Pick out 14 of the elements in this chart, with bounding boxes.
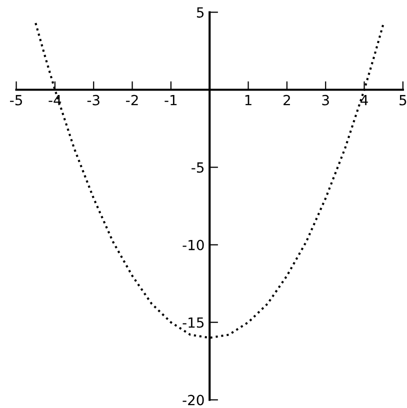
y-tick-label: -15 <box>182 317 204 328</box>
y-tick-label: -10 <box>182 240 204 250</box>
x-tick-label: 5 <box>400 95 406 106</box>
x-tick-label: 3 <box>322 94 329 106</box>
x-tick-label: -3 <box>87 94 100 106</box>
x-tick-label: -2 <box>126 94 138 106</box>
x-tick-label: -1 <box>164 95 177 106</box>
x-tick-label: 2 <box>284 94 290 106</box>
y-tick-label: -5 <box>192 162 204 173</box>
y-tick-label: -20 <box>182 394 204 406</box>
x-tick-label: 4 <box>360 95 368 106</box>
x-tick-label: -5 <box>10 95 22 106</box>
x-tick-label: 1 <box>245 95 252 106</box>
y-tick-label: 5 <box>196 7 204 18</box>
